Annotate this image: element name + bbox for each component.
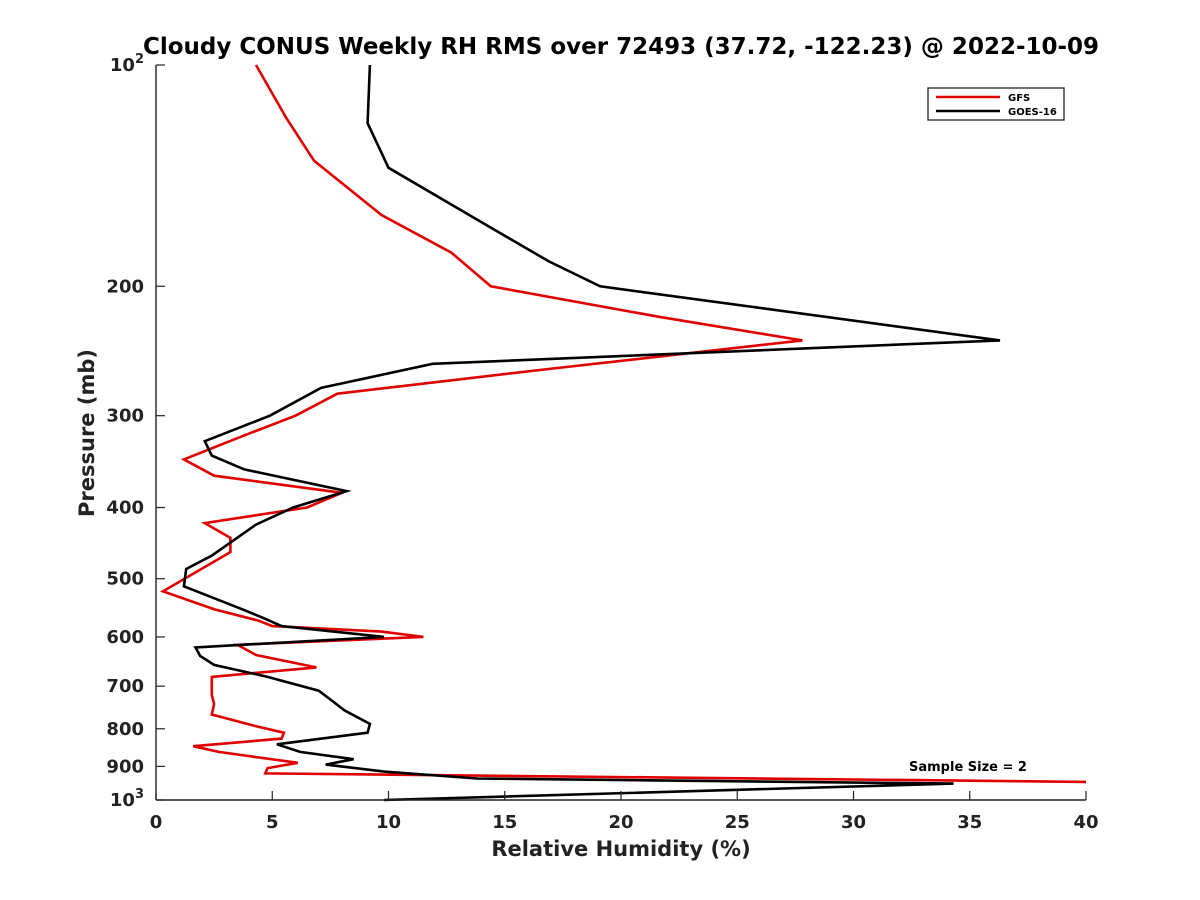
- series-line-goes-16: [182, 64, 1001, 802]
- y-tick-label: 700: [106, 676, 144, 697]
- y-tick-label: 300: [106, 406, 144, 427]
- chart-title: Cloudy CONUS Weekly RH RMS over 72493 (3…: [143, 34, 1099, 60]
- axes-layer: [155, 65, 1086, 801]
- x-axis-label: Relative Humidity (%): [491, 837, 750, 861]
- y-tick-label: 900: [106, 756, 144, 777]
- y-tick-label: 600: [106, 627, 144, 648]
- series-layer: [159, 64, 1087, 802]
- y-tick-label: 500: [106, 569, 144, 590]
- x-tick-label: 20: [608, 812, 633, 833]
- x-tick-label: 15: [492, 812, 517, 833]
- y-axis-label: Pressure (mb): [75, 349, 99, 517]
- x-tick-label: 10: [376, 812, 401, 833]
- x-tick-label: 5: [266, 812, 279, 833]
- x-tick-label: 25: [725, 812, 750, 833]
- legend-label-goes-16: GOES-16: [1008, 107, 1057, 118]
- y-tick-label: 400: [106, 498, 144, 519]
- y-tick-label: 102: [110, 52, 144, 76]
- x-tick-label: 40: [1073, 812, 1098, 833]
- x-tick-label: 30: [841, 812, 866, 833]
- y-tick-label: 200: [106, 276, 144, 297]
- sample-size-annotation: Sample Size = 2: [909, 760, 1027, 775]
- y-tick-label: 103: [110, 787, 144, 811]
- legend-label-gfs: GFS: [1008, 93, 1030, 104]
- series-line-gfs: [159, 64, 1087, 784]
- y-tick-label: 800: [106, 719, 144, 740]
- x-tick-label: 0: [150, 812, 163, 833]
- legend-box: [927, 87, 1065, 121]
- x-tick-label: 35: [957, 812, 982, 833]
- legend: GFS GOES-16: [927, 87, 1065, 121]
- ticks-layer: 0 5 10 15 20 25 30 35 40 102 200 300 400 500 600 700 800…: [106, 52, 1098, 833]
